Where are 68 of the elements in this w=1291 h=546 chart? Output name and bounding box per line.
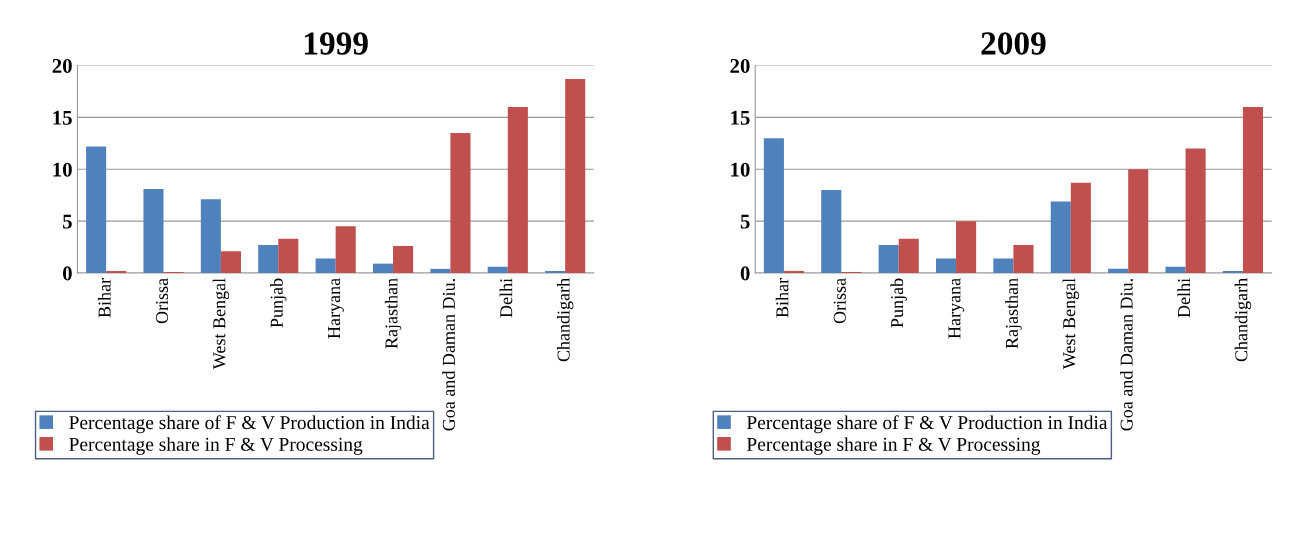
x-tick-label: West Bengal (212, 278, 230, 370)
bar (315, 258, 336, 273)
bar (335, 226, 356, 273)
x-tick-label: Haryana (328, 278, 344, 339)
x-tick-label: Chandigarh (1234, 278, 1252, 362)
bar (372, 263, 394, 273)
bar (106, 270, 127, 273)
x-tick-label: Goa and Daman Diu. (442, 279, 456, 431)
bar (878, 244, 899, 273)
bar (86, 146, 107, 273)
bar (430, 268, 451, 273)
bar (258, 244, 279, 273)
bar (278, 238, 299, 273)
bar (565, 79, 586, 273)
y-tick-label: 5 (740, 214, 750, 229)
bar (507, 107, 528, 273)
legend-label: Percentage share of F & V Production in India (746, 415, 1108, 434)
chart-title: 1999 (305, 32, 368, 55)
bar (220, 251, 241, 273)
x-tick-label: West Bengal (1062, 278, 1080, 370)
legend-label: Percentage share in F & V Processing (746, 437, 1041, 455)
bar (763, 138, 784, 273)
y-tick-label: 10 (53, 162, 72, 177)
bar (1013, 244, 1034, 273)
x-tick-label: Chandigarh (556, 278, 574, 362)
x-tick-label: Rajasthan (1005, 278, 1022, 349)
y-tick-label: 5 (63, 214, 72, 229)
bar (783, 270, 805, 273)
bar (1242, 107, 1264, 273)
y-tick-label: 15 (731, 110, 750, 125)
x-tick-label: Rajasthan (384, 278, 402, 349)
x-tick-label: Punjab (270, 278, 287, 328)
bar (1070, 182, 1091, 273)
y-tick-label: 0 (62, 266, 72, 281)
legend-label: Percentage share in F & V Processing (69, 437, 363, 455)
x-tick-label: Bihar (97, 278, 111, 318)
x-tick-label: Delhi (499, 278, 513, 318)
bar (143, 188, 164, 273)
y-tick-label: 10 (731, 162, 750, 177)
bar (1108, 268, 1129, 273)
bar (956, 221, 977, 273)
bar (1222, 270, 1243, 273)
bar (935, 258, 957, 273)
y-tick-label: 15 (53, 110, 72, 125)
x-tick-label: Haryana (948, 278, 965, 339)
x-tick-label: Orissa (833, 278, 846, 324)
bar (1165, 266, 1186, 273)
bar (993, 258, 1014, 273)
y-tick-label: 20 (730, 58, 750, 73)
chart-title: 2009 (981, 32, 1046, 55)
x-tick-label: Orissa (155, 278, 169, 324)
x-tick-label: Delhi (1177, 278, 1191, 318)
x-tick-label: Bihar (775, 278, 789, 318)
bar (821, 190, 842, 273)
y-tick-label: 0 (740, 266, 750, 281)
bar (898, 238, 919, 273)
bar (393, 246, 414, 273)
y-tick-label: 20 (52, 58, 72, 73)
x-tick-label: Punjab (890, 278, 907, 328)
bar (1050, 201, 1071, 273)
bar (545, 270, 566, 273)
legend-label: Percentage share of F & V Production in India (69, 415, 430, 434)
bar (487, 266, 508, 273)
bar (1185, 148, 1206, 273)
bar (1128, 169, 1149, 273)
bar (450, 132, 471, 273)
x-tick-label: Goa and Daman Diu. (1120, 279, 1133, 431)
bar (200, 199, 221, 273)
